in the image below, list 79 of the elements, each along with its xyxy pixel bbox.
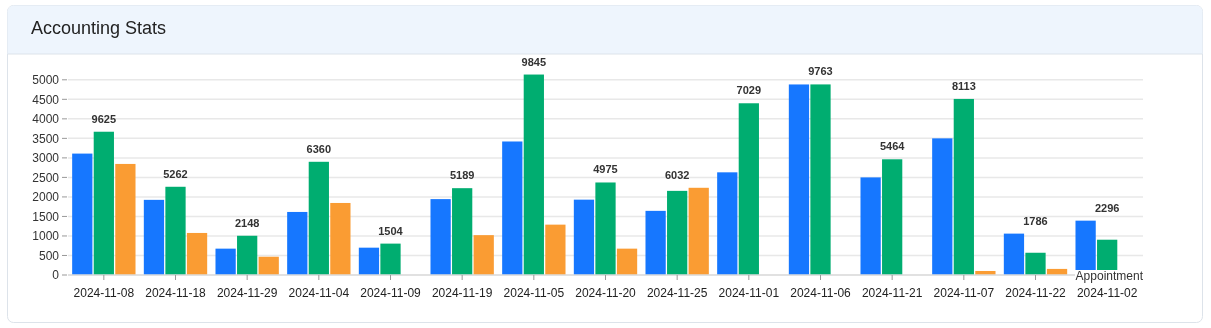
bar [688,187,709,275]
x-tick-label: 2024-11-02 [1076,286,1138,300]
x-tick-label: 2024-11-05 [503,286,565,300]
y-tick-label: 4000 [32,112,60,127]
y-tick-label: 500 [38,248,60,263]
x-tick-label: 2024-11-19 [431,286,493,300]
total-label: 9625 [91,112,117,125]
y-tick-label: 5000 [32,73,60,88]
x-tick-label: 2024-11-07 [933,286,995,300]
bar [1025,252,1046,275]
x-tick-label: 2024-11-22 [1005,286,1067,300]
x-tick-label: 2024-11-29 [216,286,278,300]
bar [882,159,903,275]
total-label: 5262 [163,167,188,180]
bar [358,247,380,275]
x-tick-label: 2024-11-01 [718,286,780,300]
bar [430,199,451,275]
bar [616,248,638,275]
bar [93,131,114,275]
chart-title: Accounting Stats [31,18,167,38]
y-tick-label: 3500 [32,131,60,146]
total-label: 9763 [808,65,833,78]
x-tick-label: 2024-11-21 [861,286,923,300]
bar [186,232,208,275]
bar [330,202,351,275]
x-tick-label: 2024-11-08 [73,286,135,300]
x-tick-label: 2024-11-04 [288,286,350,300]
bar [667,190,688,275]
total-label: 4975 [593,163,618,176]
bar [258,256,279,275]
bar [523,74,544,275]
bar [143,199,165,275]
bar [452,188,473,275]
bar [860,177,881,275]
bar [545,224,566,275]
x-tick-label: 2024-11-20 [575,286,637,300]
annotation: Appointment [1075,269,1144,283]
bar [717,172,738,275]
total-label: 6360 [306,142,332,155]
y-tick-label: 0 [52,268,60,283]
y-tick-label: 3000 [32,151,60,166]
total-label: 6032 [664,168,690,181]
bar [573,199,595,275]
bar [308,161,329,275]
bar [788,84,810,275]
bar [738,103,759,275]
bar [502,141,523,275]
bar [595,182,616,275]
total-label: 2148 [234,216,260,229]
x-tick-label: 2024-11-18 [145,286,207,300]
total-label: 9845 [521,55,547,68]
total-label: 7029 [736,84,762,97]
x-tick-label: 2024-11-09 [360,286,422,300]
bar [287,211,308,275]
y-tick-label: 4500 [32,92,60,107]
bar [115,163,136,275]
x-tick-label: 2024-11-25 [646,286,708,300]
y-tick-label: 2500 [32,170,60,185]
bar [72,153,93,275]
total-label: 8113 [951,79,976,92]
total-label: 5464 [879,140,906,153]
y-tick-label: 2000 [32,190,60,205]
total-label: 5189 [449,169,475,182]
bar [932,138,953,275]
bar [645,210,666,275]
bar [380,243,401,275]
total-label: 2296 [1094,201,1120,214]
bar [165,186,186,275]
bar [1003,233,1025,275]
total-label: 1786 [1023,214,1048,227]
bar [810,84,831,275]
y-tick-label: 1500 [32,209,60,224]
bar [953,98,974,275]
x-tick-label: 2024-11-06 [790,286,852,300]
bar [215,248,236,275]
bar [473,235,494,275]
bar [237,235,258,275]
total-label: 1504 [378,224,404,237]
y-tick-label: 1000 [32,229,60,244]
